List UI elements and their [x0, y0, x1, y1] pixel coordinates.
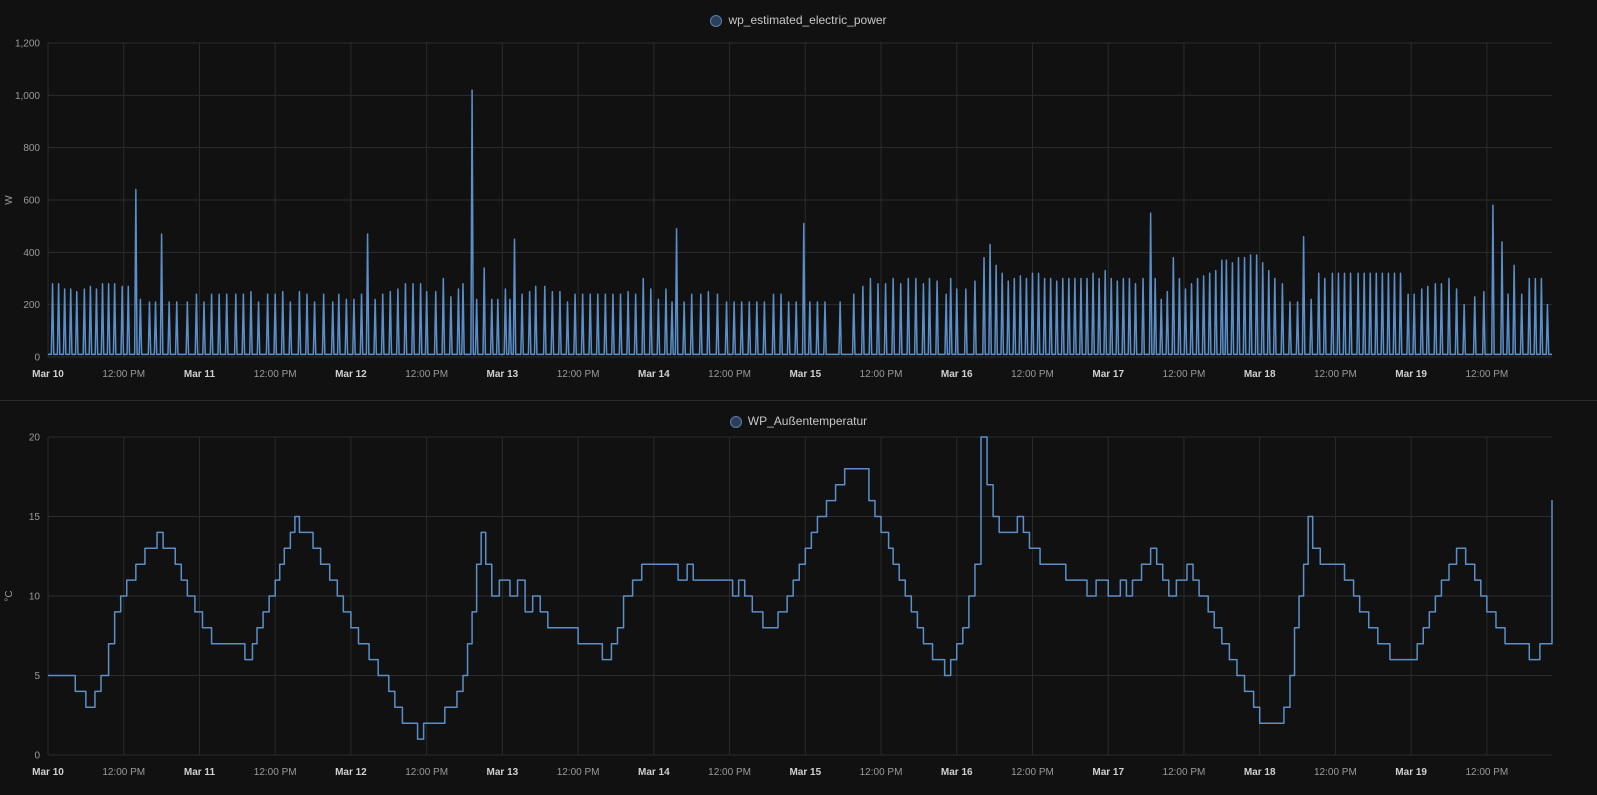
- x-tick-label: Mar 14: [638, 767, 670, 778]
- series-line: [48, 89, 1552, 356]
- x-tick-label: 12:00 PM: [860, 767, 903, 778]
- y-tick-label: 15: [29, 512, 41, 523]
- temperature-chart: WP_Außentemperatur 0 5 10 15 20 Mar 10 12:00 P…: [0, 401, 1597, 795]
- temperature-chart-svg: 0 5 10 15 20 Mar 10 12:00 PM Mar 11 12:00 PM Mar …: [4, 433, 1553, 778]
- y-axis-label: °C: [4, 590, 15, 601]
- x-tick-label: Mar 19: [1395, 369, 1427, 380]
- x-tick-label: Mar 12: [335, 369, 367, 380]
- x-tick-label: 12:00 PM: [1163, 369, 1206, 380]
- x-tick-label: 12:00 PM: [708, 369, 751, 380]
- x-tick-label: 12:00 PM: [254, 369, 297, 380]
- x-tick-label: Mar 15: [789, 369, 821, 380]
- legend-label: wp_estimated_electric_power: [728, 13, 887, 27]
- legend-dot-icon: [729, 416, 742, 428]
- y-tick-label: 800: [23, 143, 40, 154]
- y-tick-label: 10: [29, 592, 41, 603]
- x-tick-label: 12:00 PM: [1163, 767, 1206, 778]
- x-tick-label: Mar 12: [335, 767, 367, 778]
- y-tick-label: 200: [23, 300, 40, 311]
- y-tick-label: 5: [34, 671, 40, 682]
- power-legend[interactable]: wp_estimated_electric_power: [0, 13, 1597, 27]
- x-tick-label: 12:00 PM: [254, 767, 297, 778]
- y-axis-label: W: [4, 195, 15, 205]
- x-tick-label: 12:00 PM: [405, 767, 448, 778]
- x-tick-label: Mar 13: [487, 767, 519, 778]
- legend-dot-icon: [710, 15, 723, 27]
- y-tick-label: 400: [23, 248, 40, 259]
- y-tick-label: 0: [34, 353, 40, 364]
- x-tick-label: Mar 18: [1244, 369, 1276, 380]
- x-tick-label: Mar 14: [638, 369, 670, 380]
- y-tick-label: 1,000: [15, 91, 40, 102]
- x-tick-label: 12:00 PM: [405, 369, 448, 380]
- x-tick-label: 12:00 PM: [1011, 369, 1054, 380]
- x-tick-label: 12:00 PM: [102, 369, 145, 380]
- x-tick-label: Mar 10: [32, 369, 64, 380]
- legend-label: WP_Außentemperatur: [747, 414, 868, 428]
- x-tick-label: Mar 19: [1395, 767, 1427, 778]
- x-tick-label: Mar 16: [941, 369, 973, 380]
- x-tick-label: 12:00 PM: [860, 369, 903, 380]
- x-tick-label: Mar 17: [1092, 369, 1124, 380]
- x-tick-label: Mar 10: [32, 767, 64, 778]
- x-tick-label: 12:00 PM: [1314, 767, 1357, 778]
- x-tick-label: 12:00 PM: [1465, 369, 1508, 380]
- series-line: [48, 436, 1553, 740]
- x-tick-label: 12:00 PM: [557, 767, 600, 778]
- x-tick-label: Mar 18: [1244, 767, 1276, 778]
- x-tick-label: Mar 11: [184, 369, 216, 380]
- x-tick-label: 12:00 PM: [1314, 369, 1357, 380]
- x-tick-label: 12:00 PM: [102, 767, 145, 778]
- y-tick-label: 1,200: [15, 39, 40, 50]
- x-tick-label: Mar 11: [184, 767, 216, 778]
- x-tick-label: Mar 13: [487, 369, 519, 380]
- temperature-legend[interactable]: WP_Außentemperatur: [0, 414, 1597, 428]
- x-tick-label: 12:00 PM: [1465, 767, 1508, 778]
- x-tick-label: Mar 16: [941, 767, 973, 778]
- x-tick-label: 12:00 PM: [1011, 767, 1054, 778]
- x-tick-label: Mar 15: [789, 767, 821, 778]
- x-tick-label: 12:00 PM: [708, 767, 751, 778]
- power-chart-svg: 0 200 400 600 800 1,000 1,200 Mar 10 12:00 PM Mar…: [4, 39, 1552, 380]
- y-tick-label: 0: [34, 751, 40, 762]
- x-tick-label: Mar 17: [1092, 767, 1124, 778]
- y-tick-label: 600: [23, 196, 40, 207]
- chart-divider: [0, 400, 1597, 401]
- power-chart: wp_estimated_electric_power 0 200 400 600 80…: [0, 13, 1597, 380]
- x-tick-label: 12:00 PM: [557, 369, 600, 380]
- y-tick-label: 20: [29, 433, 41, 444]
